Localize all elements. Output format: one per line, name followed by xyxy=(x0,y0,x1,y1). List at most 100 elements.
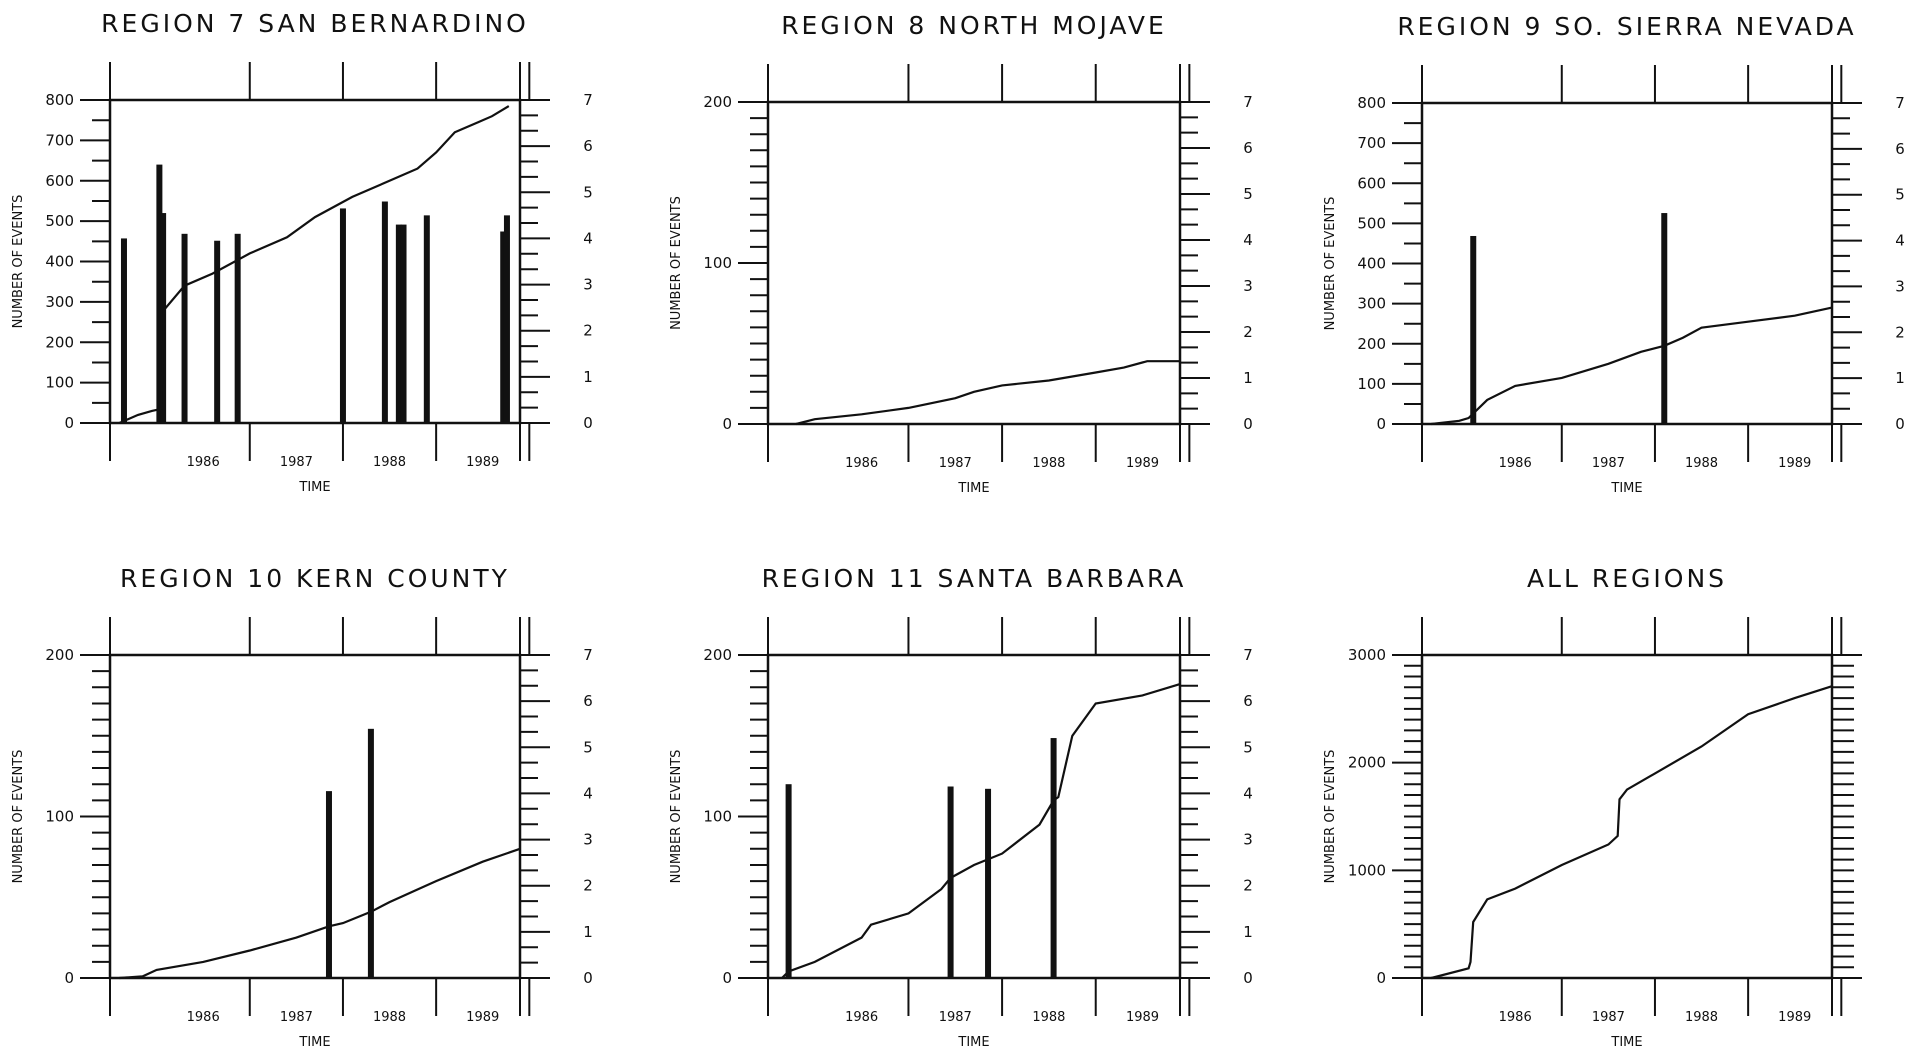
chart-0-magnitude-bar-6 xyxy=(339,208,346,423)
chart-2: REGION 9 SO. SIERRA NEVADA 1986 1987 1988 19… xyxy=(1323,12,1905,496)
chart-0-magnitude-bar-11 xyxy=(500,231,507,423)
chart-2-y2tick-label-6: 6 xyxy=(1895,140,1905,158)
chart-0-y2tick-label-5: 5 xyxy=(583,183,593,201)
chart-0-ytick-label-4: 400 xyxy=(45,253,74,271)
chart-3-ytick-label-0: 0 xyxy=(64,969,74,987)
chart-2-y2tick-label-3: 3 xyxy=(1895,277,1905,295)
chart-3-y2tick-label-4: 4 xyxy=(583,784,593,802)
chart-3-ytick-label-1: 100 xyxy=(45,808,74,826)
chart-2-magnitude-bar-1 xyxy=(1661,213,1668,424)
chart-2-y2tick-label-1: 1 xyxy=(1895,369,1905,387)
chart-0-xtick-label-3: 1989 xyxy=(466,455,499,470)
chart-1: REGION 8 NORTH MOJAVE 1986 1987 1988 1989 TIM… xyxy=(669,11,1253,496)
chart-1-y2tick-label-4: 4 xyxy=(1243,231,1253,249)
chart-0-y2tick-label-3: 3 xyxy=(583,276,593,294)
chart-0-frame xyxy=(108,98,522,425)
chart-1-xtick-label-0: 1986 xyxy=(845,456,878,471)
chart-1-xtick-label-2: 1988 xyxy=(1032,456,1065,471)
chart-2-xtick-label-3: 1989 xyxy=(1778,456,1811,471)
chart-0-y2tick-label-4: 4 xyxy=(583,229,593,247)
chart-1-ylabel: NUMBER OF EVENTS xyxy=(669,196,684,330)
chart-2-cumulative-line xyxy=(1431,306,1833,426)
chart-3-frame xyxy=(108,653,522,980)
chart-3-y2tick-label-1: 1 xyxy=(583,923,593,941)
chart-3-magnitude-bar-1 xyxy=(367,728,374,978)
chart-4-cumulative-line xyxy=(781,683,1181,979)
chart-1-title: REGION 8 NORTH MOJAVE xyxy=(781,11,1167,40)
chart-1-y2tick-label-5: 5 xyxy=(1243,185,1253,203)
chart-0-magnitude-bar-5 xyxy=(234,233,241,423)
chart-5-ytick-label-1: 1000 xyxy=(1348,861,1386,879)
chart-0-ylabel: NUMBER OF EVENTS xyxy=(11,195,26,329)
chart-2-ytick-label-8: 800 xyxy=(1357,94,1386,112)
chart-2-ytick-label-7: 700 xyxy=(1357,134,1386,152)
chart-3-y2tick-label-5: 5 xyxy=(583,738,593,756)
chart-5-xlabel: TIME xyxy=(1610,1035,1642,1048)
chart-0-magnitude-bar-1 xyxy=(156,164,163,423)
chart-2-ytick-label-6: 600 xyxy=(1357,174,1386,192)
chart-1-cumulative-line xyxy=(795,360,1180,426)
chart-3-xtick-label-1: 1987 xyxy=(280,1010,313,1025)
chart-2-ytick-label-3: 300 xyxy=(1357,295,1386,313)
chart-0-y2tick-label-2: 2 xyxy=(583,322,593,340)
chart-4-title: REGION 11 SANTA BARBARA xyxy=(762,564,1187,593)
chart-4-xlabel: TIME xyxy=(957,1035,989,1048)
chart-5-ytick-label-3: 3000 xyxy=(1348,646,1386,664)
chart-2-y2tick-label-5: 5 xyxy=(1895,186,1905,204)
chart-4-ytick-label-1: 100 xyxy=(703,808,732,826)
chart-0-cumulative-line xyxy=(118,105,510,425)
chart-3-xlabel: TIME xyxy=(298,1035,330,1048)
chart-0-magnitude-bar-4 xyxy=(214,240,221,423)
chart-4-xtick-label-1: 1987 xyxy=(939,1010,972,1025)
chart-0-magnitude-bar-3 xyxy=(181,233,188,423)
chart-3-cumulative-line xyxy=(119,847,521,980)
chart-3-y2tick-label-3: 3 xyxy=(583,831,593,849)
panels: REGION 7 SAN BERNARDINO 1986 1987 1988 1989 T… xyxy=(11,9,1905,1048)
chart-2-ytick-label-4: 400 xyxy=(1357,255,1386,273)
chart-0-y2tick-label-6: 6 xyxy=(583,137,593,155)
chart-4-y2tick-label-1: 1 xyxy=(1243,923,1253,941)
chart-2-xlabel: TIME xyxy=(1610,481,1642,496)
chart-4-y2tick-label-2: 2 xyxy=(1243,877,1253,895)
chart-0-ytick-label-6: 600 xyxy=(45,172,74,190)
chart-5: ALL REGIONS 1986 1987 1988 1989 TIME NUMBER OF… xyxy=(1323,564,1862,1048)
chart-3-y2tick-label-2: 2 xyxy=(583,877,593,895)
chart-3-xtick-label-2: 1988 xyxy=(373,1010,406,1025)
chart-5-ytick-label-0: 0 xyxy=(1376,969,1386,987)
chart-5-ylabel: NUMBER OF EVENTS xyxy=(1323,750,1338,884)
chart-3-xtick-label-3: 1989 xyxy=(466,1010,499,1025)
chart-2-ylabel: NUMBER OF EVENTS xyxy=(1323,197,1338,331)
chart-4-y2tick-label-7: 7 xyxy=(1243,646,1253,664)
chart-2-title: REGION 9 SO. SIERRA NEVADA xyxy=(1397,12,1856,41)
chart-4-y2tick-label-6: 6 xyxy=(1243,692,1253,710)
chart-0-ytick-label-1: 100 xyxy=(45,374,74,392)
chart-0-magnitude-bar-7 xyxy=(381,201,388,423)
chart-4-magnitude-bar-3 xyxy=(1050,738,1057,978)
chart-1-xlabel: TIME xyxy=(957,481,989,496)
chart-4-xtick-label-3: 1989 xyxy=(1126,1010,1159,1025)
chart-2-y2tick-label-4: 4 xyxy=(1895,232,1905,250)
chart-0-ytick-label-2: 200 xyxy=(45,333,74,351)
chart-0-xtick-label-0: 1986 xyxy=(187,455,220,470)
chart-2-xtick-label-2: 1988 xyxy=(1685,456,1718,471)
chart-0: REGION 7 SAN BERNARDINO 1986 1987 1988 1989 T… xyxy=(11,9,593,495)
chart-0-magnitude-bar-0 xyxy=(120,238,127,423)
chart-5-xtick-label-3: 1989 xyxy=(1778,1010,1811,1025)
chart-1-y2tick-label-6: 6 xyxy=(1243,139,1253,157)
chart-1-y2tick-label-0: 0 xyxy=(1243,415,1253,433)
chart-0-y2tick-label-1: 1 xyxy=(583,368,593,386)
chart-1-xtick-label-1: 1987 xyxy=(939,456,972,471)
chart-0-ytick-label-3: 300 xyxy=(45,293,74,311)
chart-0-title: REGION 7 SAN BERNARDINO xyxy=(101,9,529,38)
chart-4-y2tick-label-4: 4 xyxy=(1243,784,1253,802)
chart-1-ytick-label-2: 200 xyxy=(703,93,732,111)
chart-0-ytick-label-8: 800 xyxy=(45,91,74,109)
chart-3-y2tick-label-7: 7 xyxy=(583,646,593,664)
chart-4-magnitude-bar-1 xyxy=(947,786,954,978)
chart-4-xtick-label-2: 1988 xyxy=(1032,1010,1065,1025)
chart-3: REGION 10 KERN COUNTY 1986 1987 1988 1989 TIM… xyxy=(11,564,593,1048)
chart-3-y2tick-label-0: 0 xyxy=(583,969,593,987)
chart-2-frame xyxy=(1420,101,1834,426)
chart-0-magnitude-bar-9 xyxy=(400,224,407,423)
